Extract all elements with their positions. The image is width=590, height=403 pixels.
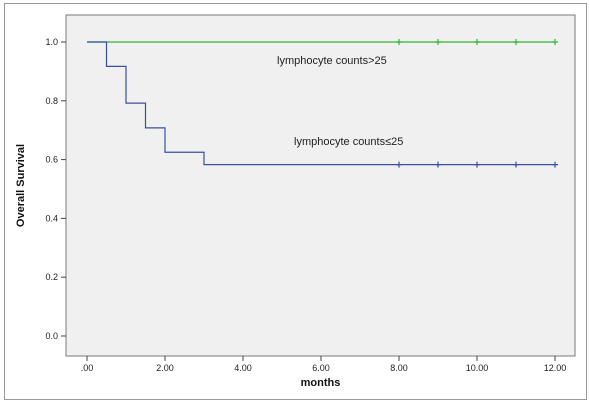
x-tick-label: 4.00 — [234, 363, 252, 373]
series-annotation-1: lymphocyte counts>25 — [277, 55, 387, 67]
x-tick-label: 12.00 — [544, 363, 567, 373]
x-tick-label: 8.00 — [390, 363, 408, 373]
x-tick-label: 6.00 — [312, 363, 330, 373]
y-axis-title: Overall Survival — [15, 144, 27, 227]
y-tick-label: 0.0 — [45, 331, 58, 341]
censor-mark — [474, 39, 480, 45]
y-tick-label: 0.6 — [45, 155, 58, 165]
censor-mark — [435, 161, 441, 168]
x-axis-title: months — [301, 377, 341, 389]
censor-mark — [474, 161, 480, 168]
figure-frame: .00 2.00 4.00 6.00 8.00 10.00 12.00 0.0 0.2 0.4 0.… — [4, 3, 587, 400]
x-tick-label: 10.00 — [466, 363, 489, 373]
y-tick-label: 0.2 — [45, 272, 58, 282]
censor-mark — [552, 39, 558, 45]
series-annotation-2: lymphocyte counts≤25 — [294, 136, 403, 148]
y-tick-label: 0.8 — [45, 96, 58, 106]
survival-chart: .00 2.00 4.00 6.00 8.00 10.00 12.00 0.0 0.2 0.4 0.… — [15, 14, 576, 389]
censor-mark — [552, 161, 558, 168]
plot-area — [65, 14, 576, 357]
x-tick-label: 2.00 — [156, 363, 174, 373]
y-tick-label: 0.4 — [45, 213, 58, 223]
censor-mark — [435, 39, 441, 45]
series-line-2 — [87, 41, 555, 166]
censor-mark — [513, 161, 519, 168]
censor-mark — [396, 161, 402, 168]
censor-mark — [396, 39, 402, 45]
x-tick-label: .00 — [81, 363, 94, 373]
censor-mark — [513, 39, 519, 45]
y-tick-label: 1.0 — [45, 37, 58, 47]
